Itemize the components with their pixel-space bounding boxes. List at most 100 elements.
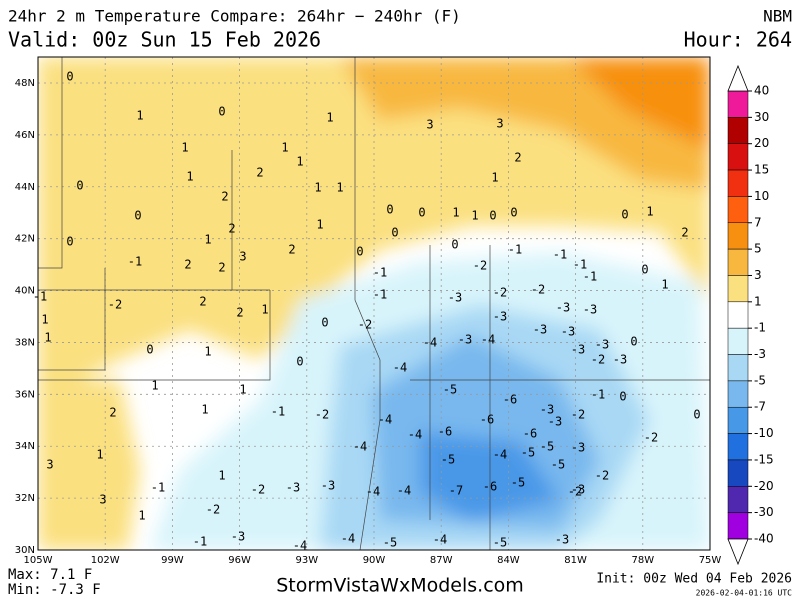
colorbar-label: -20 xyxy=(754,479,774,493)
shade-region xyxy=(570,57,710,150)
grid-value: 1 xyxy=(186,170,193,184)
colorbar-label: -1 xyxy=(754,321,766,335)
grid-value: -3 xyxy=(595,338,609,352)
grid-value: -5 xyxy=(540,440,554,454)
grid-value: -1 xyxy=(33,290,47,304)
grid-value: 0 xyxy=(321,316,328,330)
grid-value: -5 xyxy=(551,458,565,472)
grid-value: 1 xyxy=(661,278,668,292)
colorbar-swatch xyxy=(727,222,749,250)
grid-value: -6 xyxy=(523,427,537,441)
grid-value: -4 xyxy=(397,484,411,498)
colorbar-label: 7 xyxy=(754,215,762,229)
map-lines xyxy=(38,57,710,550)
init-time: Init: 00z Wed 04 Feb 2026 xyxy=(596,572,792,587)
lon-label: 96W xyxy=(228,555,251,566)
grid-value: -2 xyxy=(644,431,658,445)
grid-value: 1 xyxy=(281,141,288,155)
grid-value: -3 xyxy=(555,533,569,547)
lat-label: 32N xyxy=(15,493,35,504)
grid-value: 2 xyxy=(256,166,263,180)
grid-value: 2 xyxy=(109,406,116,420)
grid-value: 0 xyxy=(619,390,626,404)
grid-value: -3 xyxy=(561,325,575,339)
colorbar-label: 20 xyxy=(754,136,769,150)
lat-label: 40N xyxy=(15,286,35,297)
grid-value: 1 xyxy=(136,109,143,123)
lon-label: 90W xyxy=(363,555,386,566)
grid-value: 0 xyxy=(386,203,393,217)
grid-value: -2 xyxy=(595,469,609,483)
lat-label: 46N xyxy=(15,130,35,141)
grid-value: 1 xyxy=(316,218,323,232)
colorbar: 40 30 20 15 10 7 5 3 1 -1 -3 -5 -7 -10 -15 -20 -30 -40 xyxy=(727,64,774,566)
colorbar-swatch xyxy=(727,433,749,461)
colorbar-swatch xyxy=(727,301,749,329)
grid-value: -3 xyxy=(448,291,462,305)
grid-value: -6 xyxy=(438,425,452,439)
grid-value: 2 xyxy=(228,222,235,236)
grid-value: 1 xyxy=(314,181,321,195)
grid-value: 0 xyxy=(489,209,496,223)
grid-value: 1 xyxy=(181,141,188,155)
grid-value: -1 xyxy=(128,255,142,269)
grid-value: 1 xyxy=(204,233,211,247)
grid-value: -2 xyxy=(591,353,605,367)
grid-value: 3 xyxy=(239,250,246,264)
colorbar-arrow-bottom xyxy=(727,538,749,566)
grid-value: 0 xyxy=(134,209,141,223)
colorbar-swatch xyxy=(727,327,749,355)
lat-label: 48N xyxy=(15,78,35,89)
lat-label: 30N xyxy=(15,545,35,556)
colorbar-label: 30 xyxy=(754,110,769,124)
grid-value: -4 xyxy=(423,336,437,350)
colorbar-label: 10 xyxy=(754,189,769,203)
grid-value: -4 xyxy=(481,333,495,347)
lat-label: 42N xyxy=(15,234,35,245)
colorbar-swatch xyxy=(727,486,749,513)
grid-value: -1 xyxy=(373,288,387,302)
grid-value: 0 xyxy=(66,235,73,249)
boundary xyxy=(38,57,63,269)
grid-value: -3 xyxy=(493,310,507,324)
grid-value: 3 xyxy=(46,458,53,472)
grid-value: -6 xyxy=(503,393,517,407)
grid-value: -5 xyxy=(383,536,397,550)
lat-label: 36N xyxy=(15,389,35,400)
grid-value: -1 xyxy=(553,248,567,262)
boundary xyxy=(38,290,271,381)
colorbar-swatch xyxy=(727,169,749,197)
grid-value: -1 xyxy=(583,270,597,284)
forecast-hour: Hour: 264 xyxy=(684,28,792,52)
colorbar-swatch xyxy=(727,143,749,171)
grid-value: 0 xyxy=(641,263,648,277)
grid-value: 1 xyxy=(41,313,48,327)
grid-value: -4 xyxy=(493,448,507,462)
colorbar-arrow-top xyxy=(727,64,749,92)
grid-value: 1 xyxy=(218,469,225,483)
lon-label: 75W xyxy=(699,555,722,566)
site: StormVistaWxModels.com xyxy=(276,575,524,597)
grid-value: 0 xyxy=(356,245,363,259)
grid-value: -7 xyxy=(449,484,463,498)
colorbar-swatch xyxy=(727,354,749,382)
grid-value: -1 xyxy=(373,266,387,280)
grid-value: 2 xyxy=(236,306,243,320)
grid-value: -2 xyxy=(315,408,329,422)
lon-label: 81W xyxy=(564,555,587,566)
colorbar-swatch xyxy=(727,459,749,487)
grid-value: 0 xyxy=(510,206,517,220)
colorbar-swatch xyxy=(727,512,749,540)
colorbar-label: -5 xyxy=(754,373,766,387)
lon-label: 84W xyxy=(497,555,520,566)
grid-value: -3 xyxy=(571,441,585,455)
grid-value: -2 xyxy=(251,483,265,497)
grid-value: 1 xyxy=(44,331,51,345)
grid-value: -2 xyxy=(531,283,545,297)
grid-value: -2 xyxy=(108,298,122,312)
lon-label: 87W xyxy=(430,555,453,566)
grid-value: 1 xyxy=(296,155,303,169)
grid-value: -5 xyxy=(521,446,535,460)
colorbar-label: 5 xyxy=(754,242,762,256)
